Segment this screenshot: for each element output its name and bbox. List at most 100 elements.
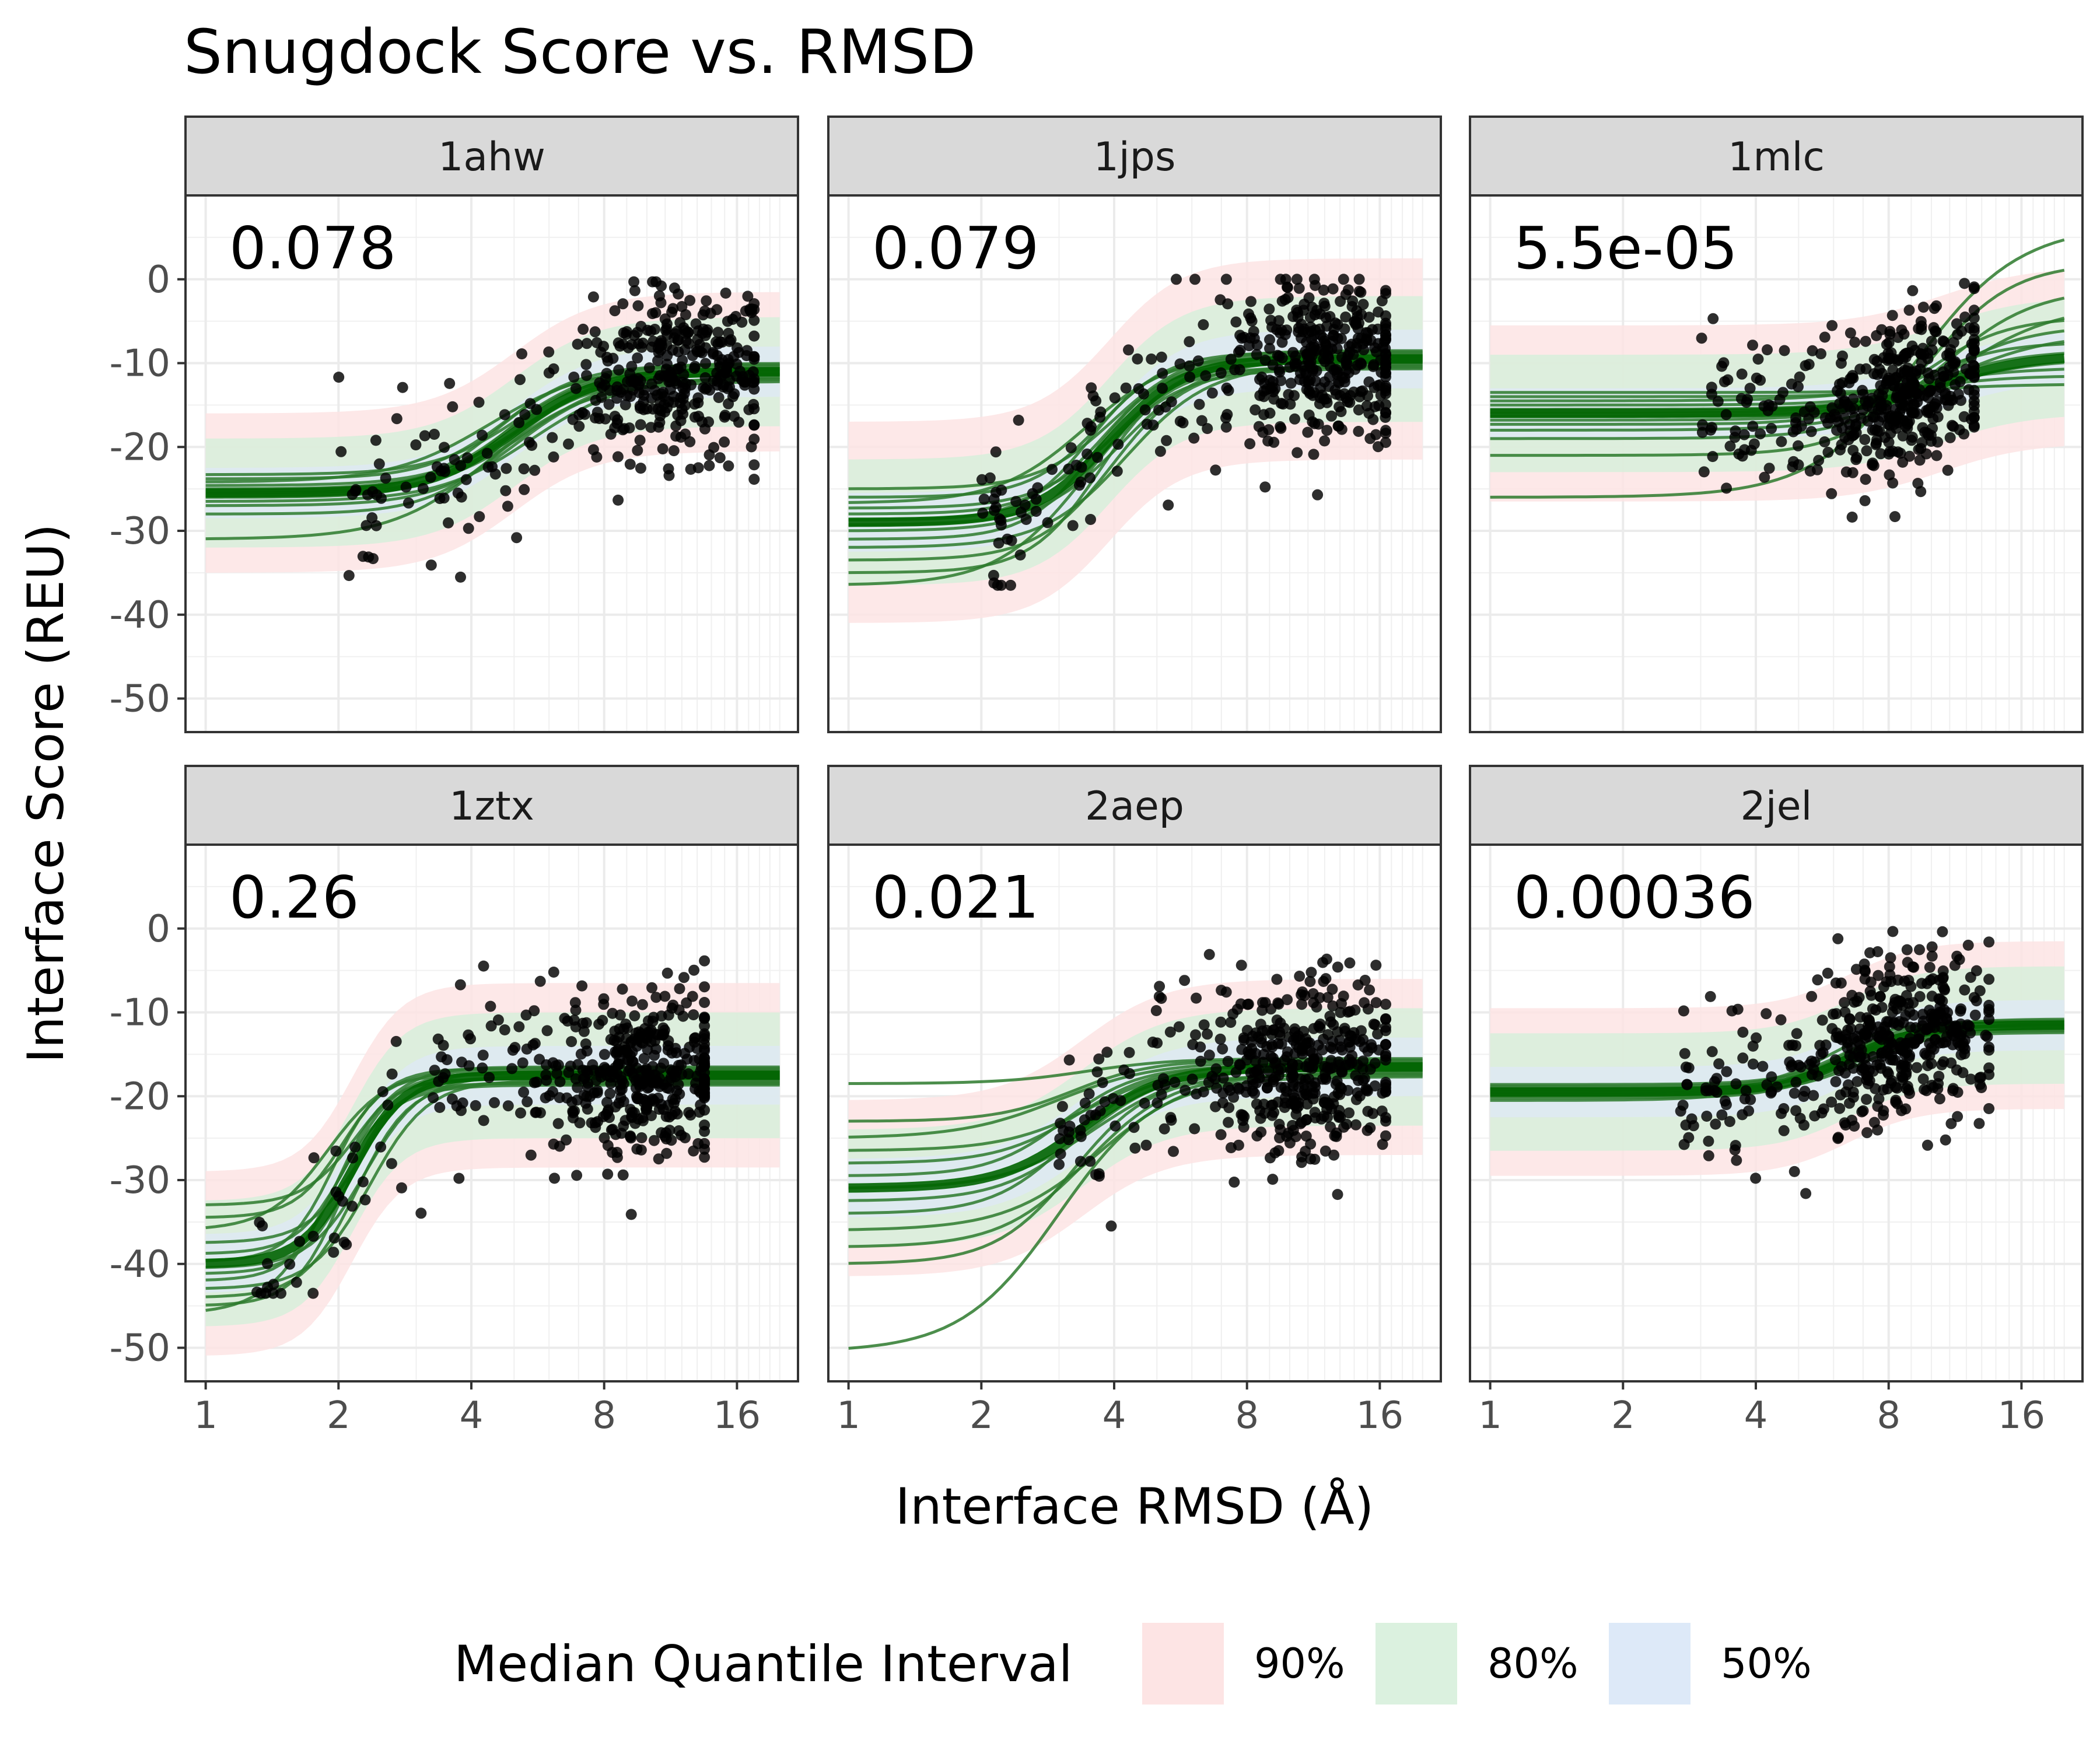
data-point <box>1763 463 1775 474</box>
data-point <box>673 334 684 346</box>
data-point <box>670 1105 681 1117</box>
data-point <box>1255 1019 1266 1030</box>
data-point <box>1308 449 1320 460</box>
data-point <box>622 342 634 354</box>
data-point <box>1245 296 1256 307</box>
data-point <box>699 1060 710 1072</box>
data-point <box>1380 1039 1391 1050</box>
data-point <box>1217 1087 1229 1099</box>
data-point <box>1222 1056 1234 1067</box>
data-point <box>1073 480 1085 491</box>
data-point <box>1258 1098 1270 1110</box>
data-point <box>741 345 753 356</box>
data-point <box>1680 1061 1692 1073</box>
data-point <box>284 1258 296 1270</box>
data-point <box>1304 1045 1316 1057</box>
data-point <box>1215 1016 1227 1028</box>
data-point <box>1364 984 1376 996</box>
data-point <box>1965 1073 1977 1085</box>
data-point <box>1097 1077 1108 1088</box>
data-point <box>1261 1041 1273 1052</box>
data-point <box>543 346 555 358</box>
data-point <box>509 1042 521 1054</box>
data-point <box>1959 278 1971 289</box>
data-point <box>1937 1037 1949 1049</box>
data-point <box>598 999 610 1010</box>
data-point <box>1377 1139 1388 1150</box>
x-tick-label: 4 <box>1102 1394 1126 1437</box>
data-point <box>1101 1046 1113 1058</box>
data-point <box>1959 1035 1971 1046</box>
data-point <box>672 410 684 421</box>
data-point <box>1854 1012 1866 1023</box>
panel-plot-area <box>1470 195 2082 732</box>
data-point <box>573 421 585 432</box>
data-point <box>1800 360 1811 372</box>
data-point <box>1854 1023 1866 1035</box>
data-point <box>1299 1084 1310 1096</box>
data-point <box>1256 372 1268 383</box>
data-point <box>1887 477 1899 489</box>
data-point <box>1347 295 1359 307</box>
data-point <box>1917 1073 1929 1085</box>
data-point <box>1264 303 1275 315</box>
data-point <box>1195 1055 1206 1067</box>
data-point <box>1233 1083 1245 1095</box>
data-point <box>692 334 704 345</box>
data-point <box>648 1069 659 1081</box>
data-point <box>1696 332 1707 344</box>
data-point <box>1250 404 1261 416</box>
data-point <box>541 1025 553 1037</box>
data-point <box>541 1074 552 1086</box>
data-point <box>1153 404 1164 416</box>
data-point <box>653 1104 665 1115</box>
facet-label: 1mlc <box>1728 134 1825 180</box>
data-point <box>1251 1065 1262 1077</box>
data-point <box>1747 421 1759 432</box>
data-point <box>1198 1019 1210 1031</box>
data-point <box>1190 1029 1201 1041</box>
data-point <box>1350 1094 1362 1105</box>
data-point <box>548 967 559 978</box>
data-point <box>1380 382 1391 394</box>
data-point <box>1914 454 1926 466</box>
panel-plot-area <box>186 845 798 1381</box>
data-point <box>1217 1072 1229 1084</box>
data-point <box>1186 1073 1198 1085</box>
data-point <box>570 1073 582 1084</box>
panel-border <box>184 844 799 1382</box>
data-point <box>1215 1129 1227 1140</box>
data-point <box>1195 1041 1206 1053</box>
data-point <box>444 377 456 389</box>
data-point <box>696 416 708 428</box>
x-tick-label: 2 <box>970 1394 993 1437</box>
data-point <box>1330 1079 1342 1090</box>
data-point <box>1157 383 1168 394</box>
data-point <box>1370 429 1382 440</box>
data-point <box>1344 1041 1356 1053</box>
data-point <box>1350 1119 1362 1130</box>
data-point <box>611 1048 622 1059</box>
data-point <box>1790 1105 1802 1116</box>
data-point <box>638 384 650 396</box>
data-point <box>1906 1037 1917 1048</box>
data-point <box>519 484 530 495</box>
data-point <box>995 514 1007 526</box>
data-point <box>576 980 588 992</box>
data-point <box>1816 1107 1828 1119</box>
data-point <box>653 421 664 433</box>
data-point <box>673 1125 685 1136</box>
data-point <box>700 342 712 354</box>
data-point <box>699 1038 710 1050</box>
data-point <box>1874 991 1886 1003</box>
data-point <box>736 374 748 386</box>
data-point <box>1153 991 1165 1002</box>
data-point <box>652 1077 664 1089</box>
data-point <box>1822 446 1834 458</box>
data-point <box>454 979 466 991</box>
data-point <box>1206 387 1218 399</box>
data-point <box>677 355 688 366</box>
data-point <box>1962 939 1974 951</box>
data-point <box>1759 471 1770 483</box>
data-point <box>1152 1037 1163 1049</box>
